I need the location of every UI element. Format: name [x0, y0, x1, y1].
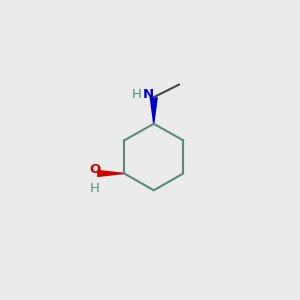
Polygon shape: [150, 97, 158, 124]
Polygon shape: [97, 170, 124, 177]
Text: H: H: [90, 182, 100, 195]
Text: H: H: [132, 88, 142, 101]
Text: O: O: [89, 164, 100, 176]
Text: N: N: [142, 88, 154, 101]
